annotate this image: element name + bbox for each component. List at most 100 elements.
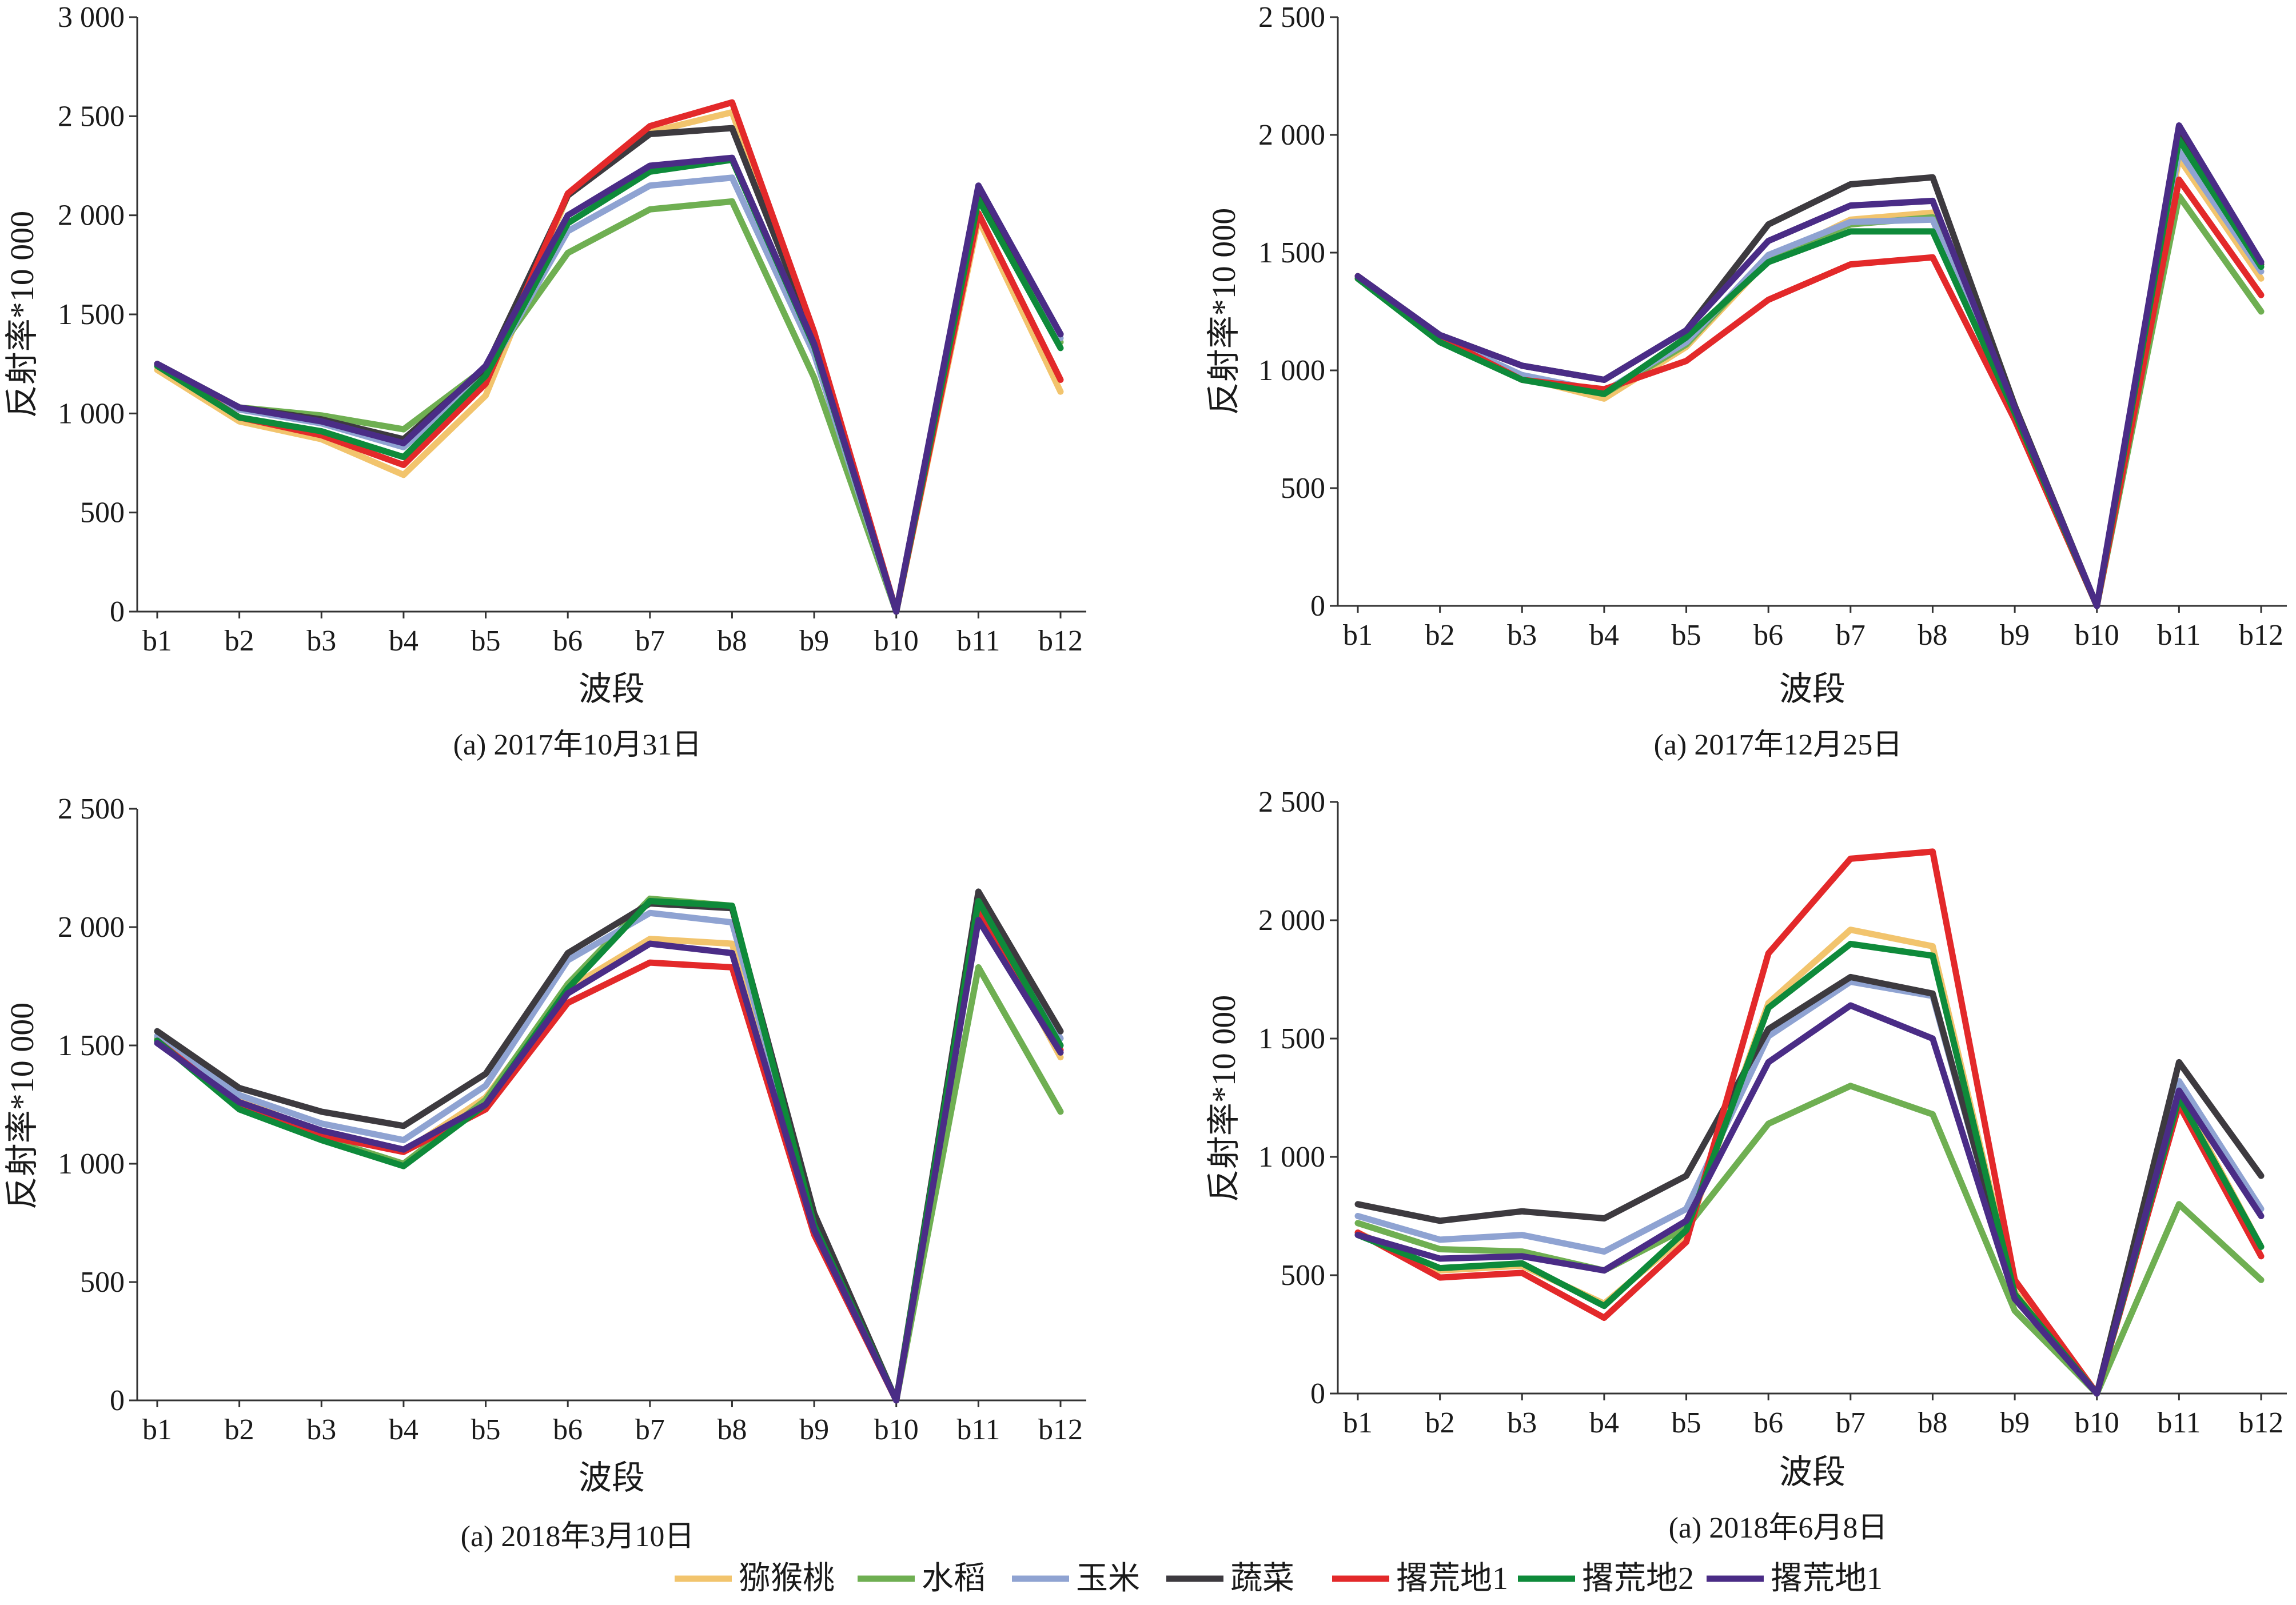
x-tick-label: b12 [1038, 1414, 1083, 1446]
y-axis-title: 反射率*10 000 [1205, 208, 1242, 416]
y-tick-label: 1 500 [58, 1029, 125, 1062]
x-tick-label: b6 [553, 625, 583, 657]
series-line-7 [154, 154, 1064, 615]
x-tick-label: b10 [874, 1414, 919, 1446]
legend-label: 撂荒地1 [1396, 1561, 1508, 1596]
x-tick-label: b6 [553, 1414, 583, 1446]
x-tick-label: b8 [1918, 1407, 1947, 1439]
series-line-7 [1354, 122, 2265, 609]
y-tick-label: 1 000 [58, 397, 125, 430]
y-axis-title: 反射率*10 000 [1205, 995, 1242, 1203]
x-tick-label: b11 [956, 625, 1000, 657]
x-tick-label: b10 [2075, 1407, 2119, 1439]
chart-panel-2: 0 500 1 000 1 500 2 000 2 500 b1 b2 b3 b4 b5 b6 b7 b8… [1205, 1, 2287, 761]
series-line-2 [154, 192, 1064, 615]
x-tick-label: b4 [389, 625, 418, 657]
y-tick-label: 1 500 [58, 298, 125, 331]
panel-caption: (a) 2017年10月31日 [453, 729, 702, 761]
x-tick-label: b10 [2075, 619, 2119, 652]
x-tick-label: b2 [1425, 619, 1455, 652]
series-line-5 [154, 907, 1064, 1404]
x-tick-label: b1 [142, 625, 172, 657]
series-line-6 [1354, 136, 2265, 609]
x-tick-label: b9 [2000, 1407, 2030, 1439]
series-line-4 [1354, 131, 2265, 609]
y-axis-title: 反射率*10 000 [3, 1003, 41, 1210]
x-tick-label: b4 [1589, 1407, 1619, 1439]
x-tick-label: b8 [717, 1414, 747, 1446]
x-tick-label: b7 [1836, 1407, 1866, 1439]
x-tick-label: b5 [471, 1414, 501, 1446]
legend-label: 玉米 [1076, 1561, 1140, 1596]
y-tick-label: 1 500 [1258, 237, 1325, 269]
x-tick-label: b11 [2157, 1407, 2201, 1439]
series-line-5 [1354, 848, 2265, 1397]
x-tick-label: b12 [2239, 619, 2283, 652]
x-tick-label: b5 [1672, 619, 1701, 652]
x-tick-label: b11 [956, 1414, 1000, 1446]
x-tick-label: b6 [1753, 1407, 1783, 1439]
y-tick-label: 1 500 [1258, 1023, 1325, 1055]
x-tick-label: b9 [2000, 619, 2030, 652]
panel-caption: (a) 2017年12月25日 [1654, 729, 1903, 761]
x-tick-label: b3 [306, 1414, 336, 1446]
x-tick-label: b1 [142, 1414, 172, 1446]
y-tick-label: 0 [110, 596, 125, 628]
x-tick-label: b3 [1507, 1407, 1537, 1439]
x-tick-label: b12 [1038, 625, 1083, 657]
y-tick-label: 2 500 [1258, 786, 1325, 819]
x-tick-label: b1 [1343, 619, 1373, 652]
x-axis-title: 波段 [1779, 670, 1845, 708]
y-tick-label: 1 000 [1258, 1141, 1325, 1173]
x-tick-label: b4 [1589, 619, 1619, 652]
x-tick-label: b6 [1753, 619, 1783, 652]
x-axis-title: 波段 [579, 1459, 645, 1496]
y-tick-label: 2 000 [1258, 904, 1325, 937]
x-tick-label: b11 [2157, 619, 2201, 652]
legend: 猕猴桃 水稻 玉米 蔬菜 撂荒地1 撂荒地2 撂荒地1 [675, 1561, 1883, 1596]
series-line-2 [1354, 193, 2265, 609]
x-tick-label: b10 [874, 625, 919, 657]
legend-label: 撂荒地1 [1771, 1561, 1883, 1596]
series-line-2 [154, 895, 1064, 1404]
x-tick-label: b1 [1343, 1407, 1373, 1439]
chart-panel-1: 0 500 1 000 1 500 2 000 2 500 3 000 b1 b2 b3 b4 b5 b… [3, 1, 1086, 761]
x-tick-label: b5 [471, 625, 501, 657]
x-tick-label: b3 [306, 625, 336, 657]
y-tick-label: 500 [80, 1266, 125, 1299]
series-line-3 [154, 174, 1064, 615]
x-tick-label: b4 [389, 1414, 418, 1446]
legend-label: 水稻 [922, 1561, 986, 1596]
x-tick-label: b3 [1507, 619, 1537, 652]
panel-caption: (a) 2018年3月10日 [461, 1520, 695, 1553]
x-tick-label: b7 [1836, 619, 1866, 652]
x-tick-label: b7 [635, 1414, 665, 1446]
x-tick-label: b9 [799, 1414, 829, 1446]
chart-panel-4: 0 500 1 000 1 500 2 000 2 500 b1 b2 b3 b4 b5 b6 b7 b8… [1205, 786, 2287, 1544]
y-tick-label: 2 000 [1258, 119, 1325, 151]
series-line-2 [1354, 1083, 2265, 1397]
x-tick-label: b2 [225, 625, 254, 657]
x-tick-label: b2 [1425, 1407, 1455, 1439]
chart-panel-3: 0 500 1 000 1 500 2 000 2 500 b1 b2 b3 b4 b5 b6 b7 b8… [3, 793, 1086, 1553]
x-tick-label: b7 [635, 625, 665, 657]
y-tick-label: 0 [110, 1384, 125, 1417]
series-line-6 [154, 898, 1064, 1404]
y-tick-label: 500 [1281, 1259, 1325, 1292]
y-tick-label: 2 500 [1258, 1, 1325, 34]
series-line-7 [1354, 1002, 2265, 1397]
legend-label: 撂荒地2 [1582, 1561, 1694, 1596]
y-tick-label: 2 500 [58, 793, 125, 825]
y-tick-label: 2 000 [58, 199, 125, 232]
x-axis-title: 波段 [579, 670, 645, 708]
y-tick-label: 2 000 [58, 911, 125, 944]
x-tick-label: b8 [717, 625, 747, 657]
x-axis-title: 波段 [1779, 1454, 1845, 1491]
series-line-7 [154, 917, 1064, 1404]
legend-label: 猕猴桃 [739, 1561, 835, 1596]
y-tick-label: 1 000 [58, 1148, 125, 1180]
x-tick-label: b9 [799, 625, 829, 657]
y-tick-label: 0 [1310, 1378, 1325, 1410]
